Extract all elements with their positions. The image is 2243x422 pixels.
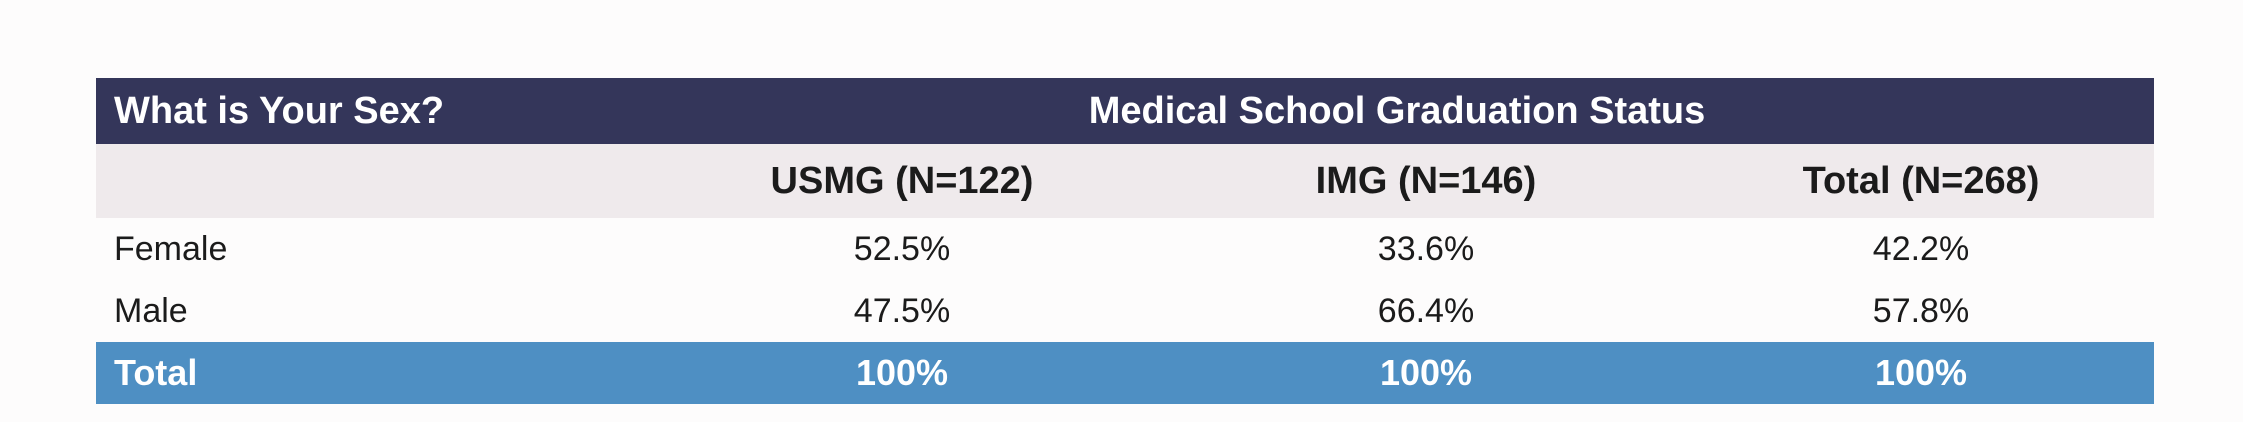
column-header-total: Total (N=268)	[1802, 159, 2040, 202]
total-overall: 100%	[1874, 352, 1968, 393]
row-label: Female	[114, 229, 228, 268]
column-header-img: IMG (N=146)	[1315, 159, 1537, 202]
group-title-header: Medical School Graduation Status	[1088, 89, 1706, 132]
table-row-male: Male 47.5% 66.4% 57.8%	[96, 280, 2154, 342]
cell-usmg: 47.5%	[853, 291, 951, 330]
cell-total: 57.8%	[1872, 291, 1970, 330]
table-row-total: Total 100% 100% 100%	[96, 342, 2154, 404]
row-label: Male	[114, 291, 188, 330]
cell-usmg: 52.5%	[853, 229, 951, 268]
question-header: What is Your Sex?	[114, 89, 445, 132]
total-usmg: 100%	[855, 352, 949, 393]
total-img: 100%	[1379, 352, 1473, 393]
cell-total: 42.2%	[1872, 229, 1970, 268]
total-label: Total	[114, 352, 198, 393]
cell-img: 33.6%	[1377, 229, 1475, 268]
sex-by-graduation-status-table: What is Your Sex? Medical School Graduat…	[96, 78, 2154, 404]
column-header-usmg: USMG (N=122)	[770, 159, 1034, 202]
cell-img: 66.4%	[1377, 291, 1475, 330]
table-header-row: What is Your Sex? Medical School Graduat…	[96, 78, 2154, 144]
column-header-row: USMG (N=122) IMG (N=146) Total (N=268)	[96, 144, 2154, 218]
table-row-female: Female 52.5% 33.6% 42.2%	[96, 218, 2154, 280]
